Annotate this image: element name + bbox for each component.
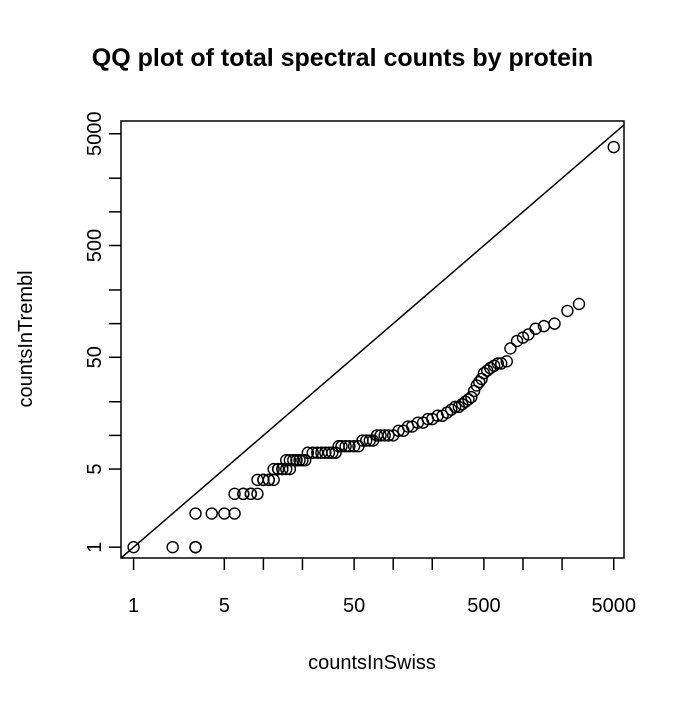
- data-point: [335, 440, 348, 453]
- y-axis: 1 5 50 500 5000: [84, 111, 121, 553]
- data-point: [166, 540, 179, 554]
- data-point: [347, 440, 361, 453]
- data-point: [306, 446, 319, 459]
- data-point: [475, 372, 488, 386]
- x-tick-label: 5: [219, 595, 230, 617]
- y-tick-label: 1: [84, 542, 106, 553]
- reference-line: [120, 124, 625, 559]
- data-point: [378, 429, 391, 442]
- data-point: [267, 462, 280, 476]
- y-tick-label: 500: [84, 229, 106, 262]
- data-point: [189, 507, 202, 520]
- data-point: [228, 487, 241, 501]
- x-tick-label: 1: [128, 595, 139, 617]
- data-point: [293, 453, 306, 467]
- data-point: [237, 487, 250, 501]
- data-point: [127, 540, 140, 554]
- data-point: [510, 334, 524, 348]
- data-point: [244, 487, 258, 501]
- data-point: [283, 453, 297, 467]
- data-points: [127, 140, 620, 554]
- data-point: [218, 507, 231, 520]
- x-tick-label: 500: [467, 595, 500, 617]
- data-point: [257, 473, 270, 487]
- data-point: [343, 440, 356, 453]
- x-axis: 1 5 50 500 5000: [128, 558, 636, 617]
- data-point: [262, 473, 275, 487]
- data-point: [374, 429, 387, 442]
- data-point: [205, 507, 218, 520]
- data-point: [283, 462, 297, 476]
- data-point: [607, 140, 620, 154]
- plot-box: [120, 120, 625, 559]
- data-point: [326, 446, 339, 459]
- x-tick-label: 50: [343, 595, 365, 617]
- data-point: [360, 434, 373, 447]
- y-tick-label: 50: [84, 346, 106, 368]
- data-point: [189, 540, 202, 554]
- data-point: [448, 400, 462, 414]
- data-point: [287, 453, 300, 467]
- y-axis-label: countsInTrembl: [15, 270, 37, 407]
- data-point: [465, 390, 478, 404]
- data-point: [561, 304, 574, 318]
- data-point: [311, 446, 324, 459]
- data-point: [228, 507, 241, 520]
- chart-title: QQ plot of total spectral counts by prot…: [91, 44, 594, 72]
- data-point: [339, 440, 352, 453]
- x-axis-label: countsInSwiss: [308, 652, 436, 674]
- data-point: [491, 357, 505, 370]
- data-point: [445, 403, 458, 416]
- data-point: [504, 342, 517, 355]
- data-point: [572, 297, 586, 311]
- data-point: [319, 446, 332, 459]
- y-tick-label: 5000: [84, 111, 106, 156]
- data-point: [495, 357, 508, 370]
- data-point: [290, 453, 303, 467]
- data-point: [462, 393, 475, 406]
- data-point: [382, 429, 395, 442]
- data-point: [301, 446, 315, 459]
- y-tick-label: 5: [84, 463, 106, 474]
- data-point: [251, 487, 264, 501]
- data-point: [500, 355, 513, 368]
- reference-line-group: [120, 124, 625, 559]
- data-point: [529, 322, 542, 335]
- data-point: [271, 462, 285, 476]
- data-point: [299, 453, 312, 467]
- data-point: [322, 446, 336, 459]
- data-point: [548, 317, 561, 330]
- x-tick-label: 5000: [591, 595, 636, 617]
